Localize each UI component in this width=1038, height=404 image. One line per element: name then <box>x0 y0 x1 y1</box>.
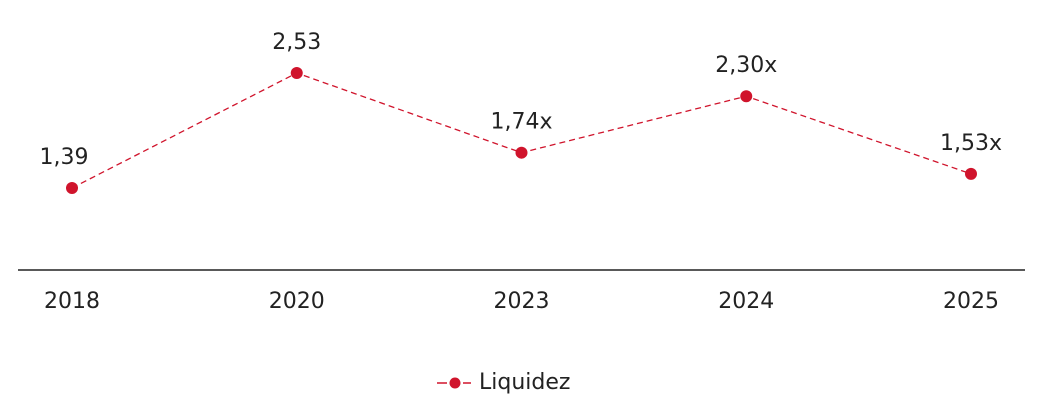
point <box>66 182 78 194</box>
x-tick-label: 2024 <box>718 289 774 314</box>
data-label: 2,53 <box>272 30 321 55</box>
data-label: 1,74x <box>490 110 552 135</box>
x-tick-label: 2023 <box>494 289 550 314</box>
legend-label: Liquidez <box>479 370 570 395</box>
point <box>740 90 753 103</box>
legend-marker <box>449 377 461 389</box>
x-tick-label: 2025 <box>943 289 999 314</box>
x-tick-label: 2018 <box>44 289 100 314</box>
data-label: 1,39 <box>40 145 89 170</box>
data-label: 1,53x <box>940 131 1002 156</box>
point <box>965 167 977 180</box>
point <box>515 146 528 159</box>
x-tick-label: 2020 <box>269 289 325 314</box>
point <box>290 67 303 79</box>
data-label: 2,30x <box>715 53 777 78</box>
